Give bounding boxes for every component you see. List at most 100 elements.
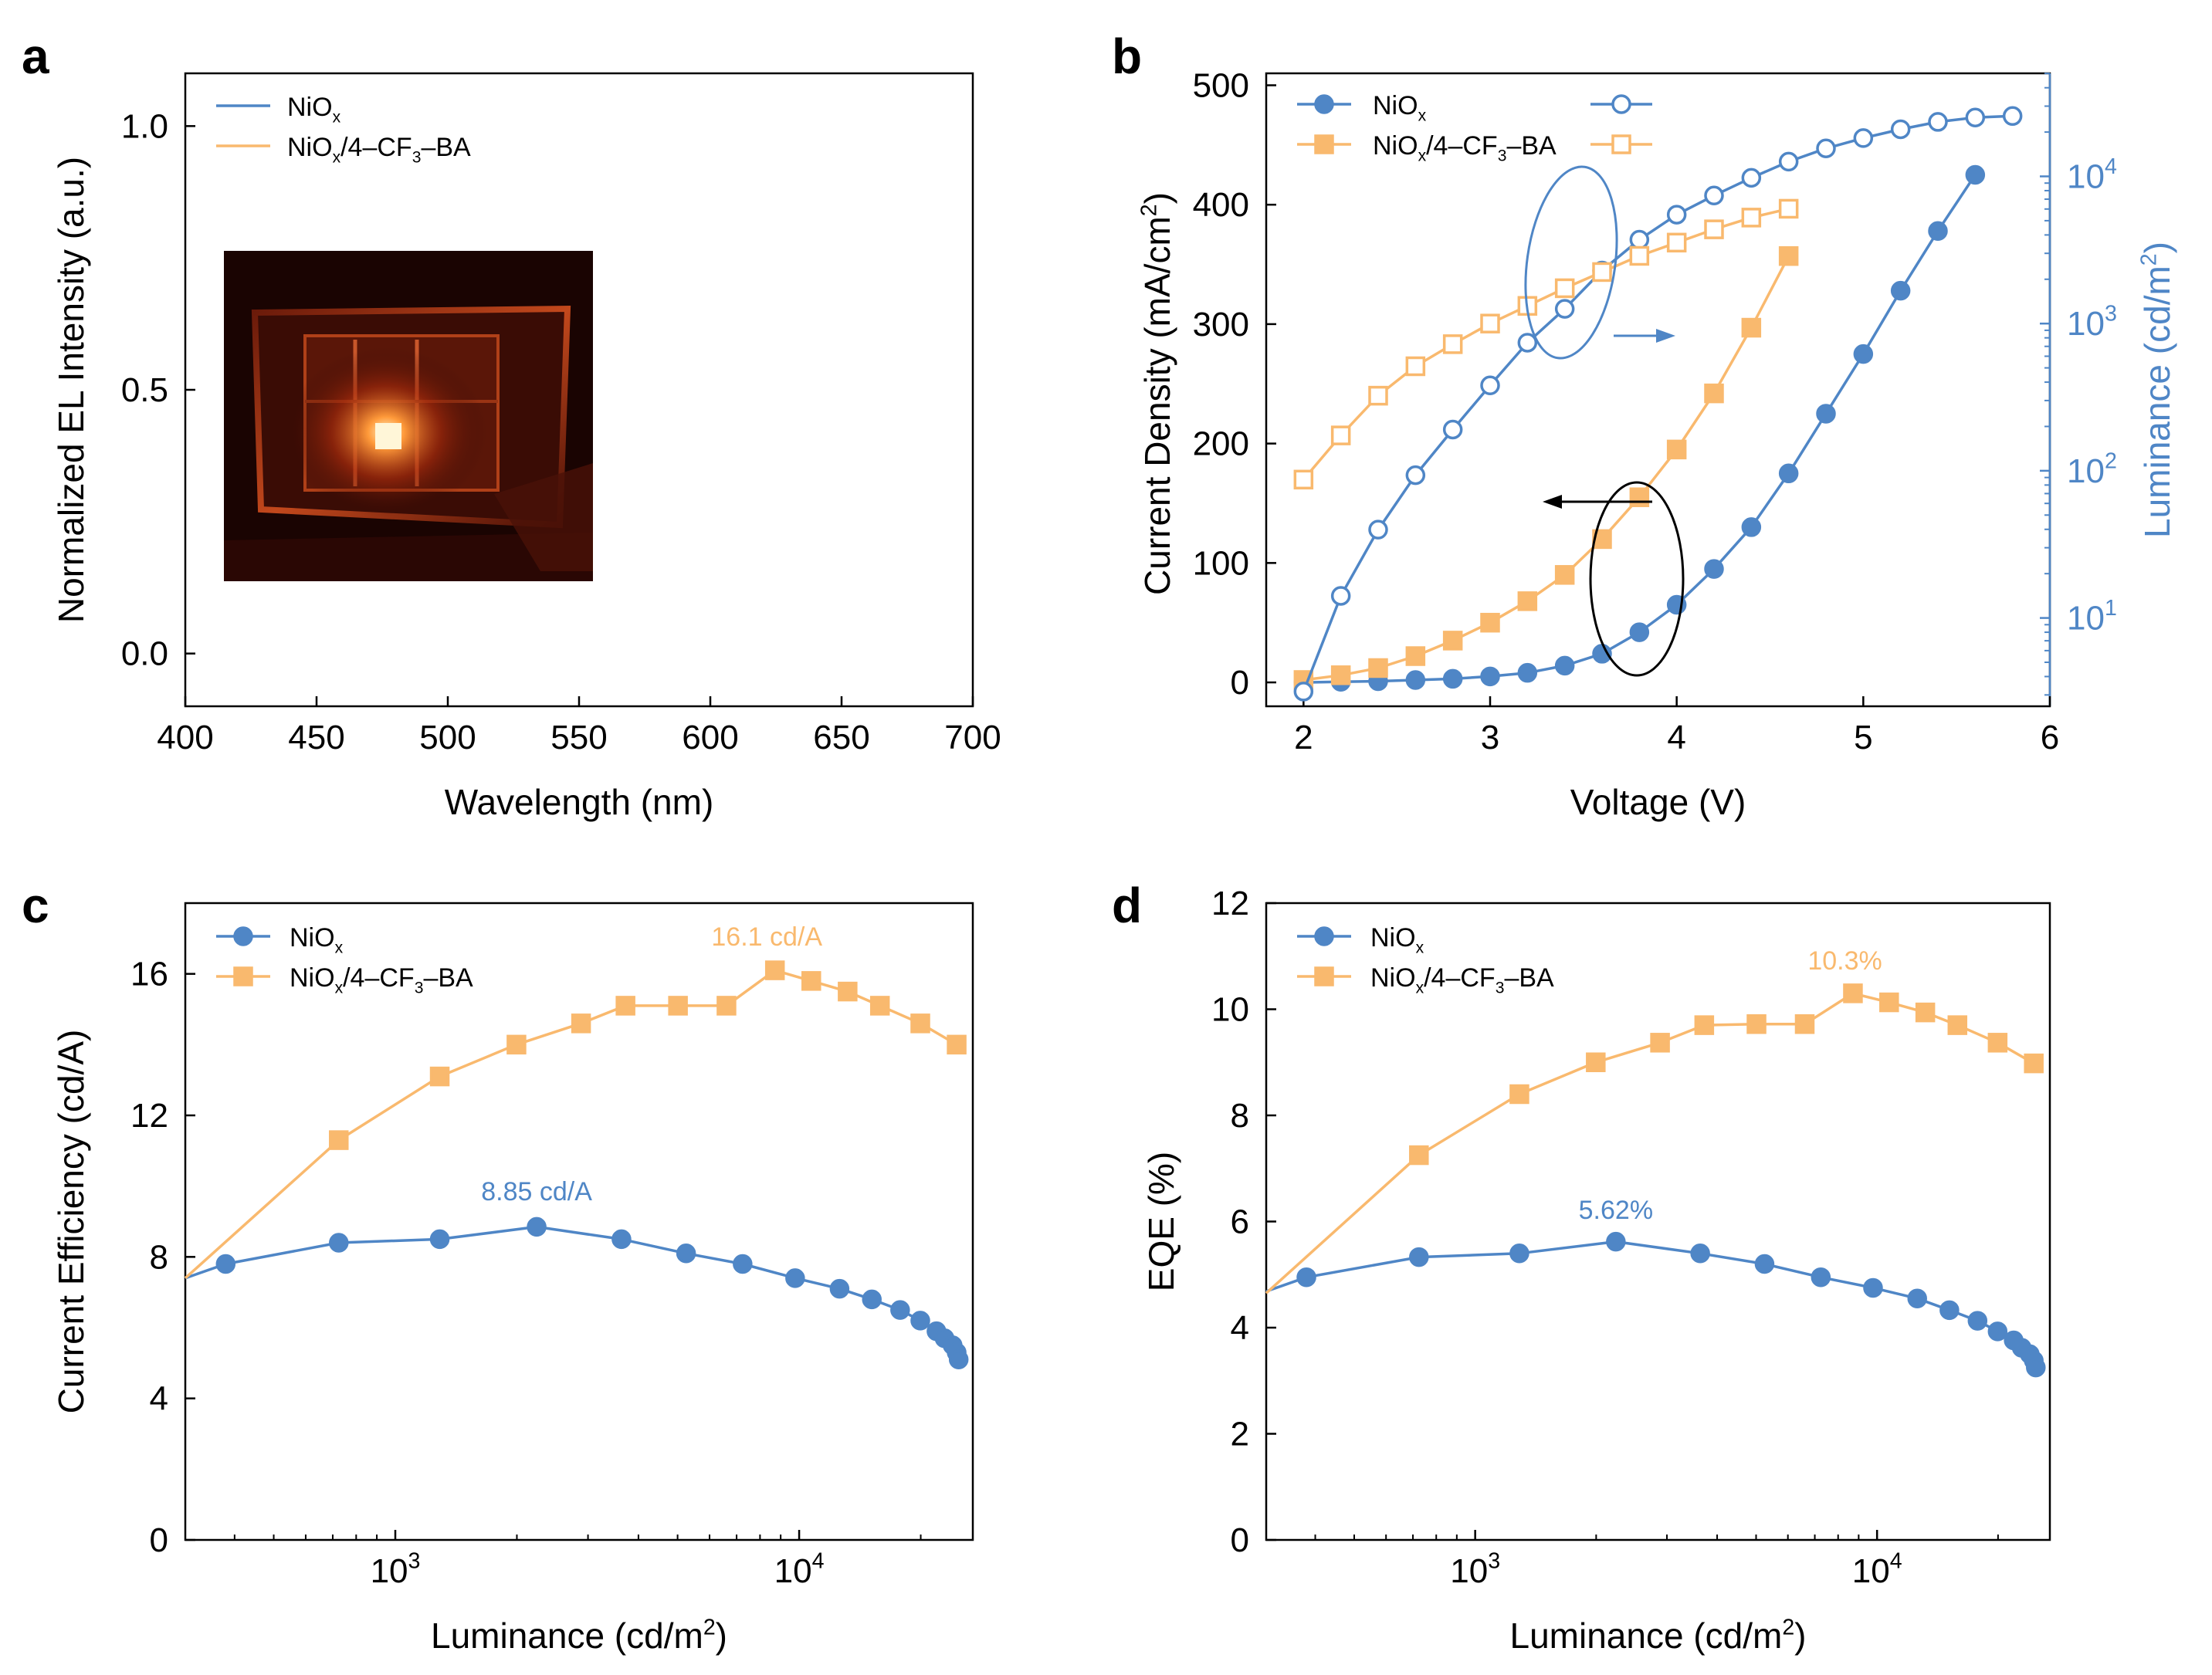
data-point [1890, 280, 1911, 301]
series-line-3 [1302, 207, 1790, 481]
data-point [1778, 151, 1799, 172]
data-point [716, 996, 737, 1016]
data-point [1816, 404, 1836, 424]
legend-label: NiOx [1373, 91, 1427, 125]
data-point [1554, 565, 1575, 585]
data-point [1816, 138, 1836, 159]
data-point [1928, 221, 1948, 241]
y-tick-label: 0 [150, 1521, 168, 1559]
x-tick-label: 4 [1667, 719, 1685, 756]
data-point [948, 1349, 969, 1369]
panel-d: d 103 104 0 2 4 6 8 10 12 Luminance (cd/m2) 10.3% 5.… [1112, 878, 2051, 1656]
data-point [801, 971, 821, 991]
x-tick-label: 5 [1854, 719, 1872, 756]
data-point [764, 960, 785, 980]
x-tick-label: 650 [813, 719, 869, 756]
legend-marker [233, 926, 253, 946]
data-point [615, 996, 635, 1016]
legend-label: NiOx/4–CF3–BA [287, 133, 471, 167]
photo-foreground [224, 533, 593, 581]
data-point [1368, 519, 1388, 540]
y-right-tick-label: 104 [2067, 154, 2117, 195]
y-tick-label: 0.5 [121, 371, 168, 409]
y-tick-label: 6 [1231, 1203, 1249, 1241]
data-point [1965, 164, 1986, 185]
data-point [1586, 1052, 1606, 1072]
data-point [1293, 682, 1314, 702]
legend-label: NiOx/4–CF3–BA [1370, 963, 1554, 997]
y-tick-label: 500 [1193, 66, 1249, 104]
data-point [676, 1244, 696, 1264]
data-point [1778, 463, 1799, 484]
y-right-tick-label: 102 [2067, 448, 2117, 489]
data-point [1939, 1300, 1960, 1321]
y-tick-label: 4 [1231, 1309, 1249, 1347]
data-point [329, 1233, 349, 1253]
data-point [329, 1130, 349, 1150]
y-tick-label: 16 [130, 956, 168, 993]
data-point [1704, 219, 1724, 239]
data-point [1754, 1254, 1775, 1274]
data-point [1606, 1231, 1626, 1252]
data-point [1928, 112, 1948, 132]
y-tick-label: 12 [1211, 885, 1249, 922]
y-tick-label: 8 [150, 1238, 168, 1276]
data-point [527, 1216, 547, 1237]
data-point [890, 1300, 910, 1320]
y-axis-label: Normalized EL Intensity (a.u.) [51, 157, 91, 623]
data-point [1907, 1288, 1927, 1308]
current-arrowhead [1543, 495, 1562, 509]
data-point [1811, 1267, 1831, 1288]
series-line-1 [1265, 992, 2035, 1294]
data-point [506, 1034, 527, 1055]
x-tick-label: 104 [1852, 1549, 1902, 1590]
data-point [1592, 262, 1612, 283]
data-point [1629, 487, 1650, 507]
series-line-1 [1303, 255, 1790, 682]
data-point [1442, 631, 1463, 651]
data-point [1853, 128, 1874, 148]
data-point [668, 996, 688, 1016]
x-tick-label: 103 [371, 1549, 421, 1590]
data-point [1890, 119, 1911, 140]
data-point [1293, 469, 1314, 490]
data-point [1967, 1311, 1988, 1331]
y-axis-label: EQE (%) [1141, 1152, 1181, 1291]
legend-label: NiOx/4–CF3–BA [1373, 131, 1557, 165]
x-tick-label: 450 [288, 719, 344, 756]
data-point [1517, 662, 1538, 683]
plot-frame [184, 902, 974, 1541]
panel-label: d [1112, 878, 1142, 933]
data-point [1987, 1321, 2008, 1342]
device-photo [224, 251, 593, 581]
data-point [1480, 612, 1500, 633]
legend-marker [233, 966, 253, 986]
data-point [571, 1013, 591, 1034]
y-right-axis-label: Luminance (cd/m2) [2137, 242, 2177, 538]
y-axis-label: Current Efficiency (cd/A) [51, 1030, 91, 1414]
data-point [1517, 333, 1538, 353]
x-tick-label: 700 [944, 719, 1001, 756]
legend-label: NiOx/4–CF3–BA [290, 963, 473, 997]
peak-annotation: 5.62% [1579, 1196, 1653, 1225]
data-point [947, 1034, 967, 1055]
photo-emitting-pixel [375, 423, 401, 449]
data-point [1843, 983, 1863, 1003]
data-point [862, 1289, 882, 1310]
y-tick-label: 2 [1231, 1416, 1249, 1453]
y-tick-label: 200 [1193, 425, 1249, 463]
data-point [1666, 205, 1687, 225]
y-axis-label: Current Density (mA/cm2) [1137, 192, 1177, 595]
legend-marker [1314, 134, 1334, 154]
y-tick-label: 10 [1211, 991, 1249, 1029]
data-point [1965, 107, 1986, 127]
data-point [1330, 425, 1351, 445]
peak-annotation: 10.3% [1807, 946, 1882, 976]
data-point [1741, 517, 1762, 537]
data-point [1330, 665, 1351, 685]
x-axis-label: Voltage (V) [1570, 782, 1746, 822]
legend-marker [1314, 94, 1334, 114]
legend-marker-open [1611, 134, 1631, 154]
data-point [838, 981, 858, 1002]
data-point [611, 1229, 632, 1250]
